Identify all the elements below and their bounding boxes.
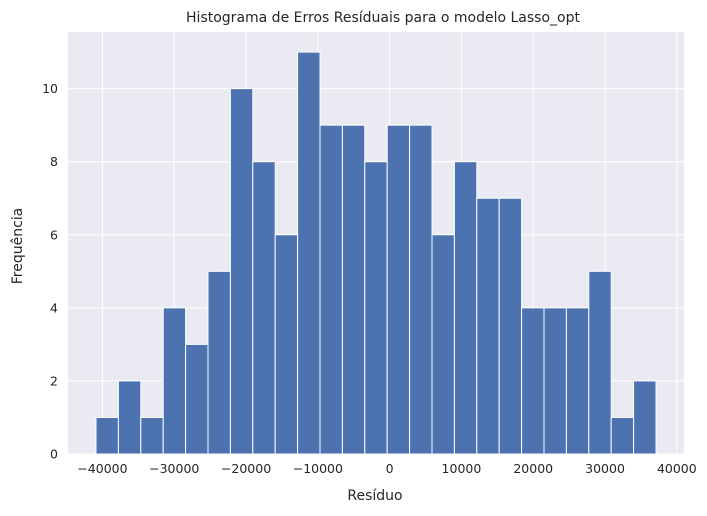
histogram-bar xyxy=(319,124,343,455)
y-axis-label: Frequência xyxy=(10,208,26,285)
histogram-bar xyxy=(633,380,657,455)
y-tick-label: 0 xyxy=(50,447,58,462)
histogram-bar xyxy=(95,416,119,455)
histogram-bar xyxy=(588,270,612,455)
histogram-bar xyxy=(252,161,276,455)
y-tick-label: 2 xyxy=(50,373,58,388)
y-axis-ticks: 0 2 4 6 8 10 xyxy=(42,81,58,461)
histogram-bar xyxy=(140,416,164,455)
histogram-bar xyxy=(431,234,455,455)
histogram-bar xyxy=(498,197,523,455)
histogram-bar xyxy=(297,51,321,455)
y-tick-label: 10 xyxy=(42,81,58,96)
histogram-bar xyxy=(185,343,209,455)
y-tick-label: 6 xyxy=(50,227,58,242)
x-tick-label: 40000 xyxy=(657,461,697,476)
histogram-bar xyxy=(453,161,478,455)
y-tick-label: 4 xyxy=(50,300,58,315)
histogram-bar xyxy=(543,307,567,455)
x-tick-label: 0 xyxy=(386,461,394,476)
histogram-bar xyxy=(162,307,187,455)
histogram-bar xyxy=(229,88,254,455)
chart-title: Histograma de Erros Resíduais para o mod… xyxy=(186,10,580,26)
x-axis-label: Resíduo xyxy=(347,488,402,504)
y-tick-label: 8 xyxy=(50,154,58,169)
x-tick-label: −20000 xyxy=(221,461,271,476)
x-tick-label: 20000 xyxy=(513,461,553,476)
histogram-bar xyxy=(409,124,433,455)
x-tick-label: 30000 xyxy=(585,461,625,476)
x-tick-label: −30000 xyxy=(149,461,199,476)
histogram-bar xyxy=(521,307,545,455)
histogram-bar xyxy=(565,307,590,455)
histogram-bars xyxy=(95,51,657,455)
x-tick-label: −10000 xyxy=(293,461,343,476)
histogram-bar xyxy=(364,161,388,455)
histogram-bar xyxy=(117,380,142,455)
x-tick-label: −40000 xyxy=(77,461,127,476)
histogram-bar xyxy=(207,270,231,455)
histogram-bar xyxy=(341,124,366,455)
x-axis-ticks: −40000 −30000 −20000 −10000 0 10000 20000 30000… xyxy=(77,461,696,476)
histogram-bar xyxy=(610,416,635,455)
x-tick-label: 10000 xyxy=(442,461,482,476)
histogram-bar xyxy=(476,197,500,455)
histogram-bar xyxy=(386,124,411,455)
histogram-bar xyxy=(274,234,299,455)
